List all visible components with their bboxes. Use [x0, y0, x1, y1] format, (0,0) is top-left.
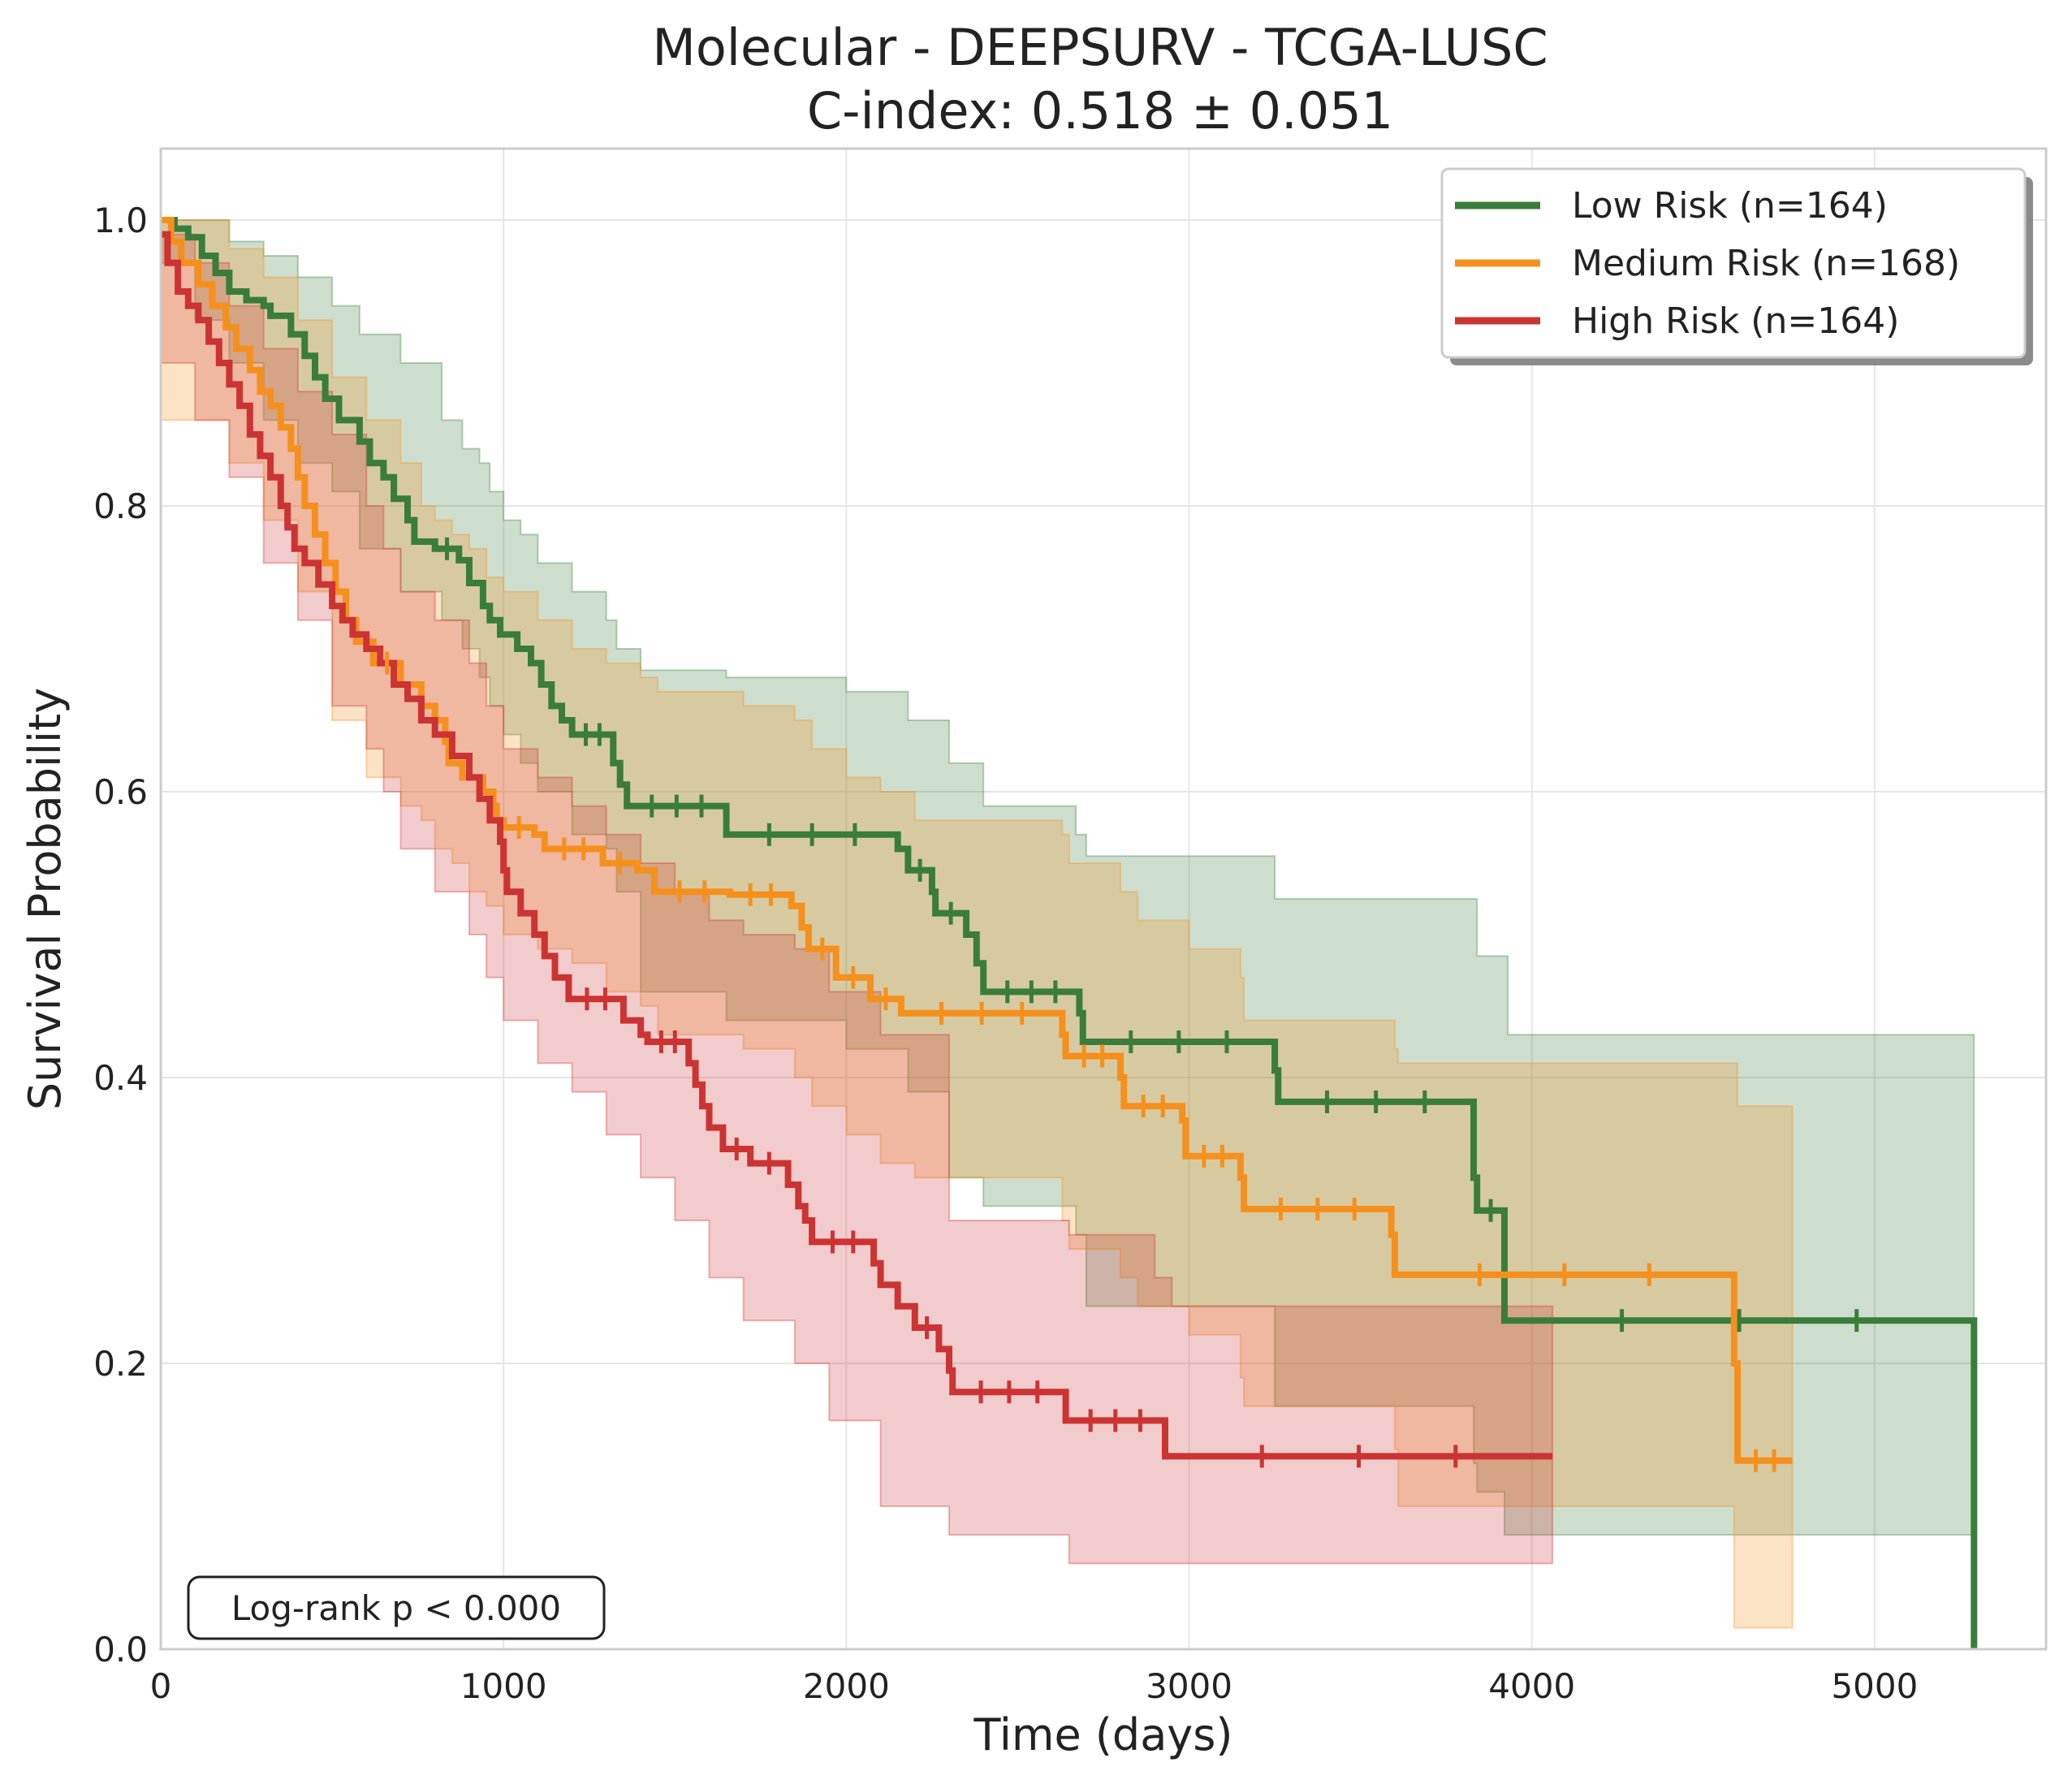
survival-curve-medium-risk: [161, 217, 1793, 1464]
x-tick-label: 2000: [803, 1666, 890, 1706]
ci-band-high-risk: [160, 233, 1554, 1565]
y-tick-label: 0.4: [93, 1058, 148, 1098]
legend: Low Risk (n=164) Medium Risk (n=168) Hig…: [1440, 167, 2033, 365]
x-tick-label: 1000: [460, 1666, 547, 1706]
legend-box: [1440, 167, 2027, 359]
chart-subtitle: C-index: 0.518 ± 0.051: [807, 81, 1393, 140]
x-axis-ticks: 0 1000 2000 3000 4000 5000: [150, 1666, 1919, 1706]
y-tick-label: 1.0: [93, 201, 148, 240]
plot-area: [160, 217, 1978, 1649]
annotation-text: Log-rank p < 0.000: [231, 1588, 561, 1628]
x-tick-label: 0: [150, 1666, 172, 1706]
y-tick-label: 0.2: [93, 1344, 148, 1384]
x-tick-label: 3000: [1146, 1666, 1232, 1706]
confidence-bands: [160, 219, 1975, 1629]
ci-band-medium-risk: [160, 219, 1794, 1629]
legend-label-high-risk: High Risk (n=164): [1572, 300, 1899, 342]
survival-curve-low-risk: [161, 217, 1978, 1649]
x-tick-label: 4000: [1488, 1666, 1575, 1706]
x-tick-label: 5000: [1831, 1666, 1918, 1706]
legend-label-low-risk: Low Risk (n=164): [1572, 185, 1888, 227]
y-axis-label: Survival Probability: [19, 688, 71, 1110]
ci-band-low-risk: [160, 219, 1975, 1536]
x-axis-label: Time (days): [973, 1709, 1233, 1760]
y-tick-label: 0.8: [93, 486, 148, 526]
legend-label-medium-risk: Medium Risk (n=168): [1572, 243, 1960, 284]
plot-frame: [159, 147, 2048, 1651]
chart-title: Molecular - DEEPSURV - TCGA-LUSC: [652, 18, 1548, 77]
y-tick-label: 0.0: [93, 1630, 148, 1670]
logrank-annotation: Log-rank p < 0.000: [187, 1575, 606, 1640]
y-tick-label: 0.6: [93, 772, 148, 812]
gridlines: [160, 149, 2046, 1650]
censor-marks: [385, 537, 1859, 1472]
survival-curve-high-risk: [161, 231, 1553, 1460]
survival-curves: [161, 217, 1978, 1649]
annotation-box: [187, 1575, 606, 1640]
y-axis-ticks: 0.0 0.2 0.4 0.6 0.8 1.0: [93, 201, 148, 1670]
